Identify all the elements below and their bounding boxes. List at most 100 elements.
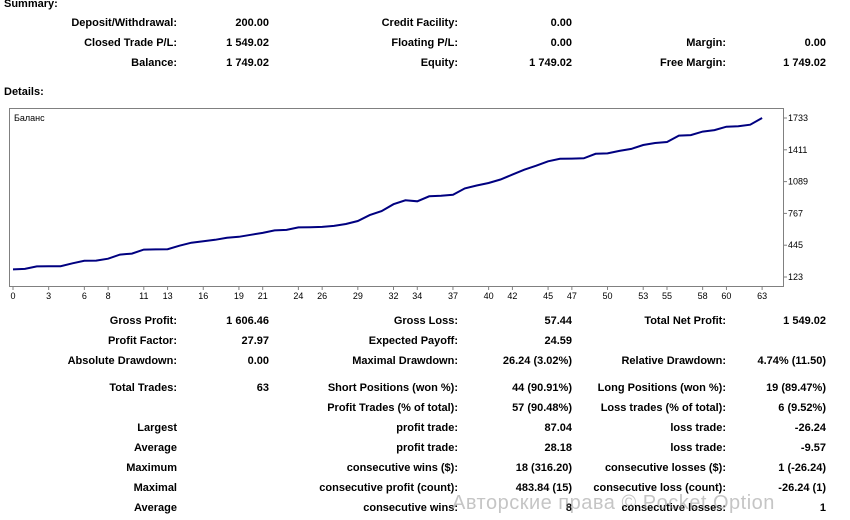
equity-label: Equity: <box>420 57 458 69</box>
credit-facility-value: 0.00 <box>550 17 572 29</box>
x-tick-label: 40 <box>484 291 494 301</box>
x-tick-label: 0 <box>10 291 15 301</box>
average-profit-value: 28.18 <box>544 442 572 454</box>
x-tick-label: 32 <box>388 291 398 301</box>
deposit-withdrawal-label: Deposit/Withdrawal: <box>71 17 177 29</box>
x-tick-label: 11 <box>139 291 148 301</box>
profit-factor-label: Profit Factor: <box>107 335 177 347</box>
x-tick-label: 21 <box>258 291 268 301</box>
balance-series-line <box>12 117 763 271</box>
total-net-profit-value: 1 549.02 <box>783 315 826 327</box>
maximal-drawdown-label: Maximal Drawdown: <box>352 355 458 367</box>
maximal-drawdown-value: 26.24 (3.02%) <box>502 355 572 367</box>
short-positions-label: Short Positions (won %): <box>327 382 458 394</box>
long-positions-value: 19 (89.47%) <box>766 382 826 394</box>
x-tick-label: 29 <box>353 291 363 301</box>
x-tick-label: 42 <box>507 291 517 301</box>
relative-drawdown-label: Relative Drawdown: <box>621 355 726 367</box>
x-tick-label: 26 <box>317 291 327 301</box>
average-consecutive-label: Average <box>133 502 177 514</box>
gross-loss-label: Gross Loss: <box>393 315 458 327</box>
absolute-drawdown-value: 0.00 <box>247 355 269 367</box>
x-tick-label: 13 <box>163 291 173 301</box>
x-tick-label: 60 <box>721 291 731 301</box>
total-trades-label: Total Trades: <box>109 382 177 394</box>
details-title: Details: <box>4 86 44 98</box>
maximal-profit-value: 483.84 (15) <box>515 482 572 494</box>
largest-loss-value: -26.24 <box>794 422 826 434</box>
y-tick-label: 1733 <box>788 113 808 123</box>
largest-profit-value: 87.04 <box>544 422 572 434</box>
absolute-drawdown-label: Absolute Drawdown: <box>67 355 177 367</box>
average-loss-label: loss trade: <box>670 442 726 454</box>
x-tick-label: 34 <box>412 291 422 301</box>
free-margin-label: Free Margin: <box>659 57 726 69</box>
credit-facility-label: Credit Facility: <box>381 17 458 29</box>
margin-label: Margin: <box>686 37 726 49</box>
maximal-label: Maximal <box>133 482 177 494</box>
balance-label: Balance: <box>131 57 177 69</box>
maximum-losses-label: consecutive losses ($): <box>604 462 726 474</box>
x-tick-label: 55 <box>662 291 672 301</box>
average-loss-value: -9.57 <box>800 442 826 454</box>
x-tick-label: 47 <box>567 291 577 301</box>
total-net-profit-label: Total Net Profit: <box>644 315 726 327</box>
x-tick-label: 45 <box>543 291 553 301</box>
profit-trades-value: 57 (90.48%) <box>512 402 572 414</box>
maximum-wins-value: 18 (316.20) <box>515 462 572 474</box>
average-consecutive-wins-value: 8 <box>565 502 572 514</box>
long-positions-label: Long Positions (won %): <box>597 382 726 394</box>
deposit-withdrawal-value: 200.00 <box>235 17 269 29</box>
profit-trades-label: Profit Trades (% of total): <box>327 402 458 414</box>
floating-pl-label: Floating P/L: <box>391 37 458 49</box>
relative-drawdown-value: 4.74% (11.50) <box>757 355 827 367</box>
copyright-watermark: Авторские права © Pocket Option <box>452 492 775 514</box>
chart-title: Баланс <box>14 113 45 123</box>
total-trades-value: 63 <box>256 382 269 394</box>
balance-chart: Баланс 123 445 767 1089 1411 1733 0 3 6 8 11 13 16 1… <box>9 108 808 301</box>
y-tick-label: 767 <box>788 208 803 218</box>
floating-pl-value: 0.00 <box>550 37 572 49</box>
average-consecutive-wins-label: consecutive wins: <box>363 502 458 514</box>
profit-factor-value: 27.97 <box>241 335 269 347</box>
maximum-wins-label: consecutive wins ($): <box>346 462 458 474</box>
x-tick-label: 24 <box>293 291 303 301</box>
summary-title: Summary: <box>4 0 58 10</box>
short-positions-value: 44 (90.91%) <box>512 382 572 394</box>
loss-trades-label: Loss trades (% of total): <box>600 402 726 414</box>
closed-trade-pl-value: 1 549.02 <box>226 37 269 49</box>
x-tick-label: 50 <box>603 291 613 301</box>
margin-value: 0.00 <box>804 37 826 49</box>
average-profit-label: profit trade: <box>396 442 458 454</box>
maximal-loss-value: -26.24 (1) <box>778 482 826 494</box>
chart-frame <box>9 108 784 287</box>
x-tick-label: 53 <box>638 291 648 301</box>
maximum-label: Maximum <box>126 462 177 474</box>
y-tick-label: 1089 <box>788 177 808 187</box>
gross-profit-label: Gross Profit: <box>109 315 177 327</box>
x-tick-label: 63 <box>757 291 767 301</box>
x-tick-label: 58 <box>698 291 708 301</box>
largest-loss-label: loss trade: <box>670 422 726 434</box>
x-tick-label: 19 <box>234 291 244 301</box>
balance-value: 1 749.02 <box>226 57 269 69</box>
gross-loss-value: 57.44 <box>544 315 572 327</box>
x-tick-label: 6 <box>82 291 87 301</box>
loss-trades-value: 6 (9.52%) <box>778 402 826 414</box>
average-consecutive-losses-label: consecutive losses: <box>621 502 726 514</box>
expected-payoff-value: 24.59 <box>544 335 572 347</box>
maximal-profit-label: consecutive profit (count): <box>319 482 458 494</box>
largest-label: Largest <box>137 422 177 434</box>
y-tick-label: 445 <box>788 240 803 250</box>
x-tick-label: 37 <box>448 291 458 301</box>
average-consecutive-losses-value: 1 <box>819 502 826 514</box>
x-tick-label: 16 <box>198 291 208 301</box>
largest-profit-label: profit trade: <box>396 422 458 434</box>
x-tick-label: 8 <box>106 291 111 301</box>
free-margin-value: 1 749.02 <box>783 57 826 69</box>
maximum-losses-value: 1 (-26.24) <box>778 462 826 474</box>
average-label: Average <box>133 442 177 454</box>
expected-payoff-label: Expected Payoff: <box>368 335 458 347</box>
equity-value: 1 749.02 <box>529 57 572 69</box>
maximal-loss-label: consecutive loss (count): <box>593 482 726 494</box>
